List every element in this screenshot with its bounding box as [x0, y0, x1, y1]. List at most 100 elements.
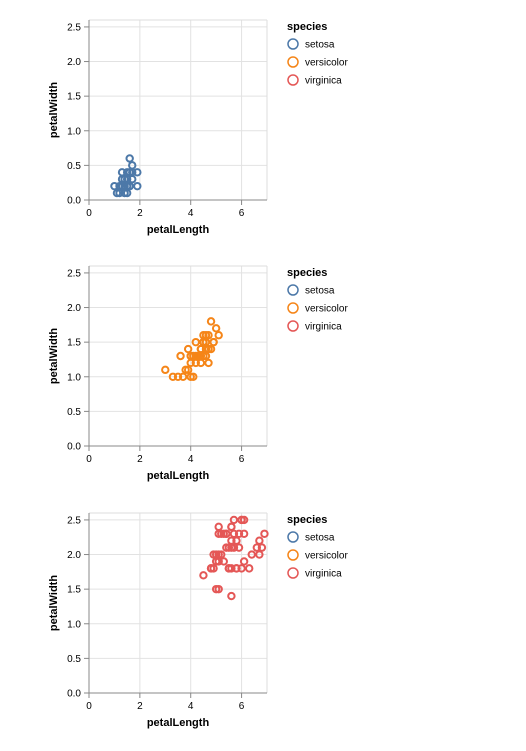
data-point-virginica — [217, 550, 226, 559]
data-point-virginica — [206, 564, 216, 573]
y-tick-label: 0.5 — [67, 407, 81, 418]
data-point-versicolor — [206, 317, 216, 326]
x-axis-title: petalLength — [147, 224, 210, 236]
x-axis-title: petalLength — [147, 470, 210, 482]
legend-title: species — [287, 514, 327, 526]
y-tick-label: 1.0 — [67, 619, 81, 630]
legend-label-versicolor: versicolor — [305, 58, 348, 69]
data-point-virginica — [222, 543, 231, 552]
legend-symbol-setosa — [287, 531, 299, 543]
y-tick-label: 2.5 — [67, 268, 81, 279]
legend-label-setosa: setosa — [305, 40, 335, 51]
y-tick-label: 1.5 — [67, 585, 81, 596]
data-point-virginica — [255, 536, 264, 545]
data-point-virginica — [199, 571, 208, 580]
x-tick-label: 4 — [188, 701, 194, 712]
legend-title: species — [287, 21, 327, 33]
y-tick-label: 2.0 — [67, 303, 81, 314]
data-point-virginica — [219, 557, 228, 566]
y-tick-label: 2.5 — [67, 515, 81, 526]
data-point-versicolor — [178, 372, 188, 381]
y-tick-label: 0.5 — [67, 161, 81, 172]
data-point-versicolor — [183, 344, 193, 354]
legend-symbol-virginica — [287, 567, 299, 579]
data-point-virginica — [224, 564, 234, 573]
data-point-versicolor — [173, 372, 183, 381]
data-point-virginica — [245, 564, 254, 573]
legend-symbol-setosa — [287, 38, 299, 50]
y-tick-label: 1.5 — [67, 92, 81, 103]
legend-label-setosa: setosa — [305, 286, 335, 297]
legend-label-setosa: setosa — [305, 533, 335, 544]
data-point-versicolor — [161, 365, 170, 375]
data-point-versicolor — [191, 358, 201, 368]
x-tick-label: 0 — [86, 701, 92, 712]
legend-title: species — [287, 267, 327, 279]
data-point-setosa — [117, 181, 127, 191]
scatter-panel-1: 0 2 4 6 0.0 0.5 1.0 1.5 2.0 2.5 petalLength petalWi… — [48, 19, 348, 236]
y-tick-label: 1.0 — [67, 372, 81, 383]
data-point-virginica — [209, 550, 218, 559]
data-point-versicolor — [209, 337, 218, 347]
legend-label-virginica: virginica — [305, 76, 342, 87]
data-point-virginica — [255, 550, 264, 559]
x-tick-label: 6 — [239, 701, 245, 712]
y-tick-label: 2.5 — [67, 22, 81, 33]
data-point-setosa — [133, 168, 142, 177]
legend-symbol-versicolor — [287, 549, 299, 561]
y-tick-label: 2.0 — [67, 57, 81, 68]
y-tick-label: 1.0 — [67, 126, 81, 137]
data-point-setosa — [110, 181, 119, 191]
legend: species setosa versicolor virginica — [287, 21, 348, 87]
y-axis-title: petalWidth — [48, 575, 60, 631]
scatter-panel-2: 0 2 4 6 0.0 0.5 1.0 1.5 2.0 2.5 petalLength petalWi… — [48, 265, 348, 482]
data-point-versicolor — [214, 331, 223, 340]
y-tick-label: 0.0 — [67, 196, 81, 207]
data-point-virginica — [214, 584, 223, 594]
data-point-virginica — [222, 529, 231, 538]
y-tick-label: 0.0 — [67, 689, 81, 700]
y-axis-title: petalWidth — [48, 82, 60, 138]
data-point-versicolor — [191, 337, 201, 347]
data-point-setosa — [125, 154, 134, 163]
data-point-setosa — [115, 188, 124, 198]
data-point-setosa — [133, 181, 142, 191]
data-point-virginica — [239, 529, 249, 538]
data-point-virginica — [237, 564, 246, 573]
data-point-setosa — [128, 175, 137, 184]
legend: species setosa versicolor virginica — [287, 514, 348, 580]
data-point-virginica — [234, 543, 244, 552]
legend-symbol-setosa — [287, 284, 299, 296]
legend-label-versicolor: versicolor — [305, 551, 348, 562]
data-point-virginica — [257, 543, 267, 552]
y-tick-label: 2.0 — [67, 550, 81, 561]
data-point-versicolor — [204, 358, 213, 368]
data-point-virginica — [214, 522, 223, 532]
legend-symbol-virginica — [287, 320, 299, 332]
data-point-versicolor — [189, 372, 198, 381]
x-axis-title: petalLength — [147, 717, 210, 729]
x-tick-label: 4 — [188, 454, 194, 465]
data-point-versicolor — [196, 358, 206, 368]
legend-label-versicolor: versicolor — [305, 304, 348, 315]
x-tick-label: 0 — [86, 454, 92, 465]
data-point-versicolor — [186, 358, 195, 368]
data-point-virginica — [229, 529, 239, 538]
data-point-virginica — [232, 536, 241, 545]
y-tick-label: 1.5 — [67, 338, 81, 349]
legend-symbol-versicolor — [287, 302, 299, 314]
data-point-versicolor — [194, 351, 203, 361]
x-tick-label: 4 — [188, 208, 194, 219]
data-point-virginica — [252, 543, 262, 552]
data-point-versicolor — [181, 365, 190, 375]
x-tick-label: 2 — [137, 208, 143, 219]
data-point-versicolor — [201, 344, 211, 354]
data-point-virginica — [229, 515, 239, 525]
data-point-versicolor — [211, 324, 221, 333]
data-point-virginica — [237, 515, 246, 525]
data-point-versicolor — [206, 344, 216, 354]
legend-label-virginica: virginica — [305, 322, 342, 333]
y-tick-label: 0.0 — [67, 442, 81, 453]
legend: species setosa versicolor virginica — [287, 267, 348, 333]
